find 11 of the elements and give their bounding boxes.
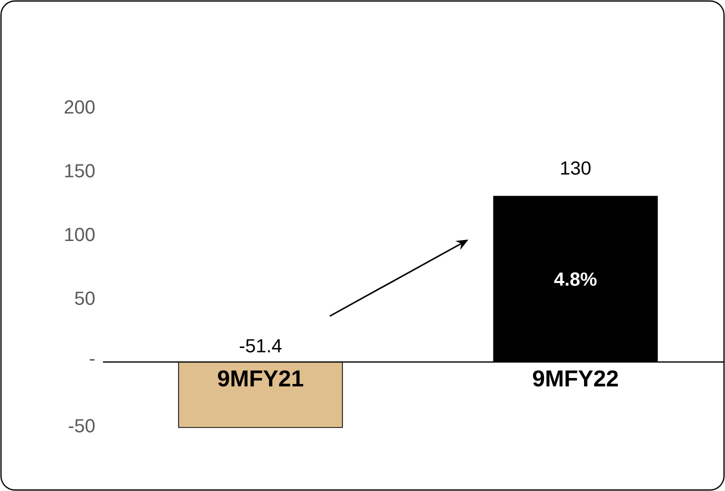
y-tick-label: 200 [64,100,95,114]
annotation: 4.8% [554,272,597,286]
y-tick-label: - [90,359,95,361]
data-label: -51.4 [240,339,282,352]
x-tick-label: 9MFY22 [533,370,618,387]
y-tick-label: 100 [65,228,95,242]
y-tick-label: 50 [75,292,95,305]
y-tick-label: 150 [65,164,95,178]
y-tick-label: -50 [68,419,95,432]
x-tick-label: 9MFY21 [218,370,304,387]
data-label: 130 [561,161,591,175]
